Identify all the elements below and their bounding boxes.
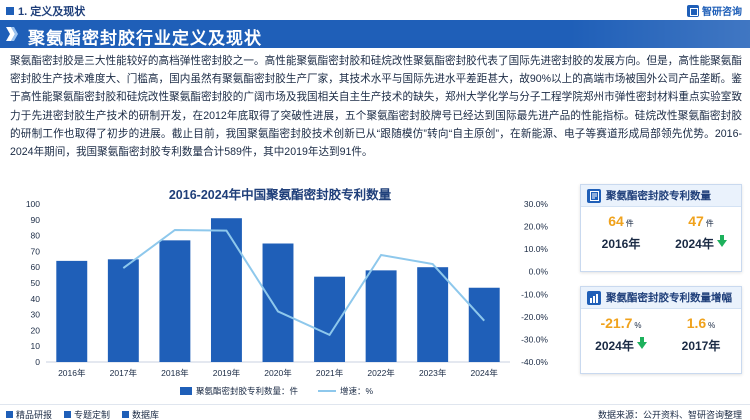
- patent-count-2024: 47 件 2024年: [661, 213, 741, 252]
- footer-links: 精品研报 专题定制 数据库: [6, 408, 159, 420]
- y-left-tick-label: 90: [31, 215, 41, 225]
- y-right-tick-label: 20.0%: [524, 222, 549, 232]
- y-left-tick-label: 80: [31, 231, 41, 241]
- banner-decoration: [570, 20, 750, 48]
- legend-bar-swatch: [180, 387, 192, 395]
- down-arrow-icon: [636, 337, 647, 349]
- y-right-tick-label: -30.0%: [521, 334, 548, 344]
- section-square-icon: [6, 7, 14, 15]
- patent-count-card: 聚氨酯密封胶专利数量 64 件 2016年 47 件 2024年: [580, 184, 742, 272]
- brand-logo-text: 智研咨询: [702, 7, 742, 18]
- bar-2017年: [107, 259, 139, 362]
- patent-growth-2024-year: 2024年: [595, 339, 634, 353]
- square-icon: [122, 411, 130, 418]
- patent-count-2024-value: 47: [688, 213, 704, 229]
- footer-item-label: 精品研报: [16, 410, 53, 420]
- y-left-tick-label: 60: [31, 262, 41, 272]
- double-chevron-icon: [6, 27, 18, 41]
- patent-growth-2017-year: 2017年: [681, 339, 721, 353]
- bar-2018年: [159, 240, 191, 362]
- patent-growth-card-body: -21.7% 2024年 1.6% 2017年: [581, 309, 741, 373]
- bar-chart-icon: [587, 290, 601, 305]
- bar-2023年: [417, 267, 449, 362]
- patent-count-card-body: 64 件 2016年 47 件 2024年: [581, 207, 741, 271]
- y-left-tick-label: 10: [31, 341, 41, 351]
- patent-count-2016-value: 64: [608, 213, 624, 229]
- x-tick-label: 2019年: [213, 368, 241, 378]
- y-left-tick-label: 30: [31, 310, 41, 320]
- patent-count-2016-year: 2016年: [601, 237, 641, 251]
- bar-2019年: [210, 218, 242, 362]
- down-arrow-icon: [716, 235, 727, 247]
- patent-growth-card: 聚氨酯密封胶专利数量增幅 -21.7% 2024年 1.6% 2017年: [580, 286, 742, 374]
- legend-line-label: 增速：%: [340, 386, 374, 396]
- patent-count-card-title: 聚氨酯密封胶专利数量: [606, 190, 711, 202]
- bar-2016年: [56, 260, 88, 362]
- chart-svg: 0 10 20 30 40 50 60 70 80 90 100 -40.0% -30.0% -20.0%…: [26, 199, 549, 396]
- x-tick-label: 2024年: [471, 368, 499, 378]
- document-icon: [587, 188, 601, 203]
- footer-item-custom[interactable]: 专题定制: [64, 408, 110, 420]
- patent-growth-card-header: 聚氨酯密封胶专利数量增幅: [581, 287, 741, 309]
- patent-chart: 2016-2024年中国聚氨酯密封胶专利数量 0 10 20 30 40 50 60 70 80…: [0, 182, 560, 404]
- page-title: 聚氨酯密封胶行业定义及现状: [28, 29, 262, 48]
- footer-item-label: 专题定制: [74, 410, 111, 420]
- y-left-tick-label: 0: [35, 357, 40, 367]
- square-icon: [6, 411, 13, 418]
- patent-count-2016: 64 件 2016年: [581, 213, 661, 252]
- brand-logo-icon: [687, 4, 699, 17]
- growth-rate-line: [122, 228, 485, 337]
- patent-growth-2024-value: -21.7: [600, 315, 633, 331]
- y-right-tick-label: -20.0%: [521, 312, 548, 322]
- bar-2024年: [468, 287, 500, 362]
- x-tick-label: 2023年: [419, 368, 447, 378]
- patent-growth-2024-unit: %: [634, 321, 642, 330]
- brand-logo: 智研咨询: [687, 3, 742, 18]
- y-left-tick-label: 70: [31, 246, 41, 256]
- y-right-tick-label: -10.0%: [521, 289, 548, 299]
- patent-count-card-header: 聚氨酯密封胶专利数量: [581, 185, 741, 207]
- patent-count-2016-unit: 件: [625, 219, 634, 228]
- x-tick-label: 2018年: [161, 368, 189, 378]
- footer: 精品研报 专题定制 数据库 数据来源：公开资料、智研咨询整理: [0, 404, 750, 420]
- patent-growth-2017-value: 1.6: [686, 315, 707, 331]
- y-left-tick-label: 100: [26, 199, 40, 209]
- patent-growth-2024: -21.7% 2024年: [581, 315, 661, 354]
- x-tick-label: 2020年: [264, 368, 292, 378]
- y-right-tick-label: 30.0%: [524, 199, 549, 209]
- legend-bar-label: 聚氨酯密封胶专利数量：件: [196, 386, 299, 396]
- bar-2022年: [365, 270, 397, 362]
- y-right-tick-label: 0.0%: [529, 267, 549, 277]
- y-right-tick-label: -40.0%: [521, 357, 548, 367]
- data-source: 数据来源：公开资料、智研咨询整理: [597, 410, 742, 420]
- y-left-tick-label: 20: [31, 325, 41, 335]
- y-left-tick-label: 50: [31, 278, 41, 288]
- x-tick-label: 2021年: [316, 368, 344, 378]
- footer-item-reports[interactable]: 精品研报: [6, 408, 52, 420]
- patent-growth-2017-unit: %: [708, 321, 716, 330]
- chart-title: 2016-2024年中国聚氨酯密封胶专利数量: [168, 188, 392, 202]
- x-tick-label: 2022年: [367, 368, 395, 378]
- patent-growth-2017: 1.6% 2017年: [661, 315, 741, 354]
- x-tick-label: 2016年: [58, 368, 86, 378]
- section-label: 1. 定义及现状: [18, 6, 86, 18]
- patent-count-2024-unit: 件: [705, 219, 714, 228]
- patent-count-2024-year: 2024年: [675, 237, 714, 251]
- patent-growth-card-title: 聚氨酯密封胶专利数量增幅: [606, 292, 732, 304]
- title-banner: 聚氨酯密封胶行业定义及现状: [0, 20, 750, 48]
- intro-paragraph: 聚氨酯密封胶是三大性能较好的高档弹性密封胶之一。高性能聚氨酯密封胶和硅烷改性聚氨…: [10, 55, 742, 159]
- x-tick-label: 2017年: [110, 368, 138, 378]
- footer-item-label: 数据库: [132, 410, 160, 420]
- y-left-tick-label: 40: [31, 294, 41, 304]
- section-title: 1. 定义及现状: [6, 3, 85, 19]
- y-right-tick-label: 10.0%: [524, 244, 549, 254]
- top-bar: 1. 定义及现状 智研咨询: [0, 0, 750, 18]
- square-icon: [64, 411, 72, 418]
- bar-2020年: [262, 243, 294, 362]
- footer-item-database[interactable]: 数据库: [122, 408, 159, 420]
